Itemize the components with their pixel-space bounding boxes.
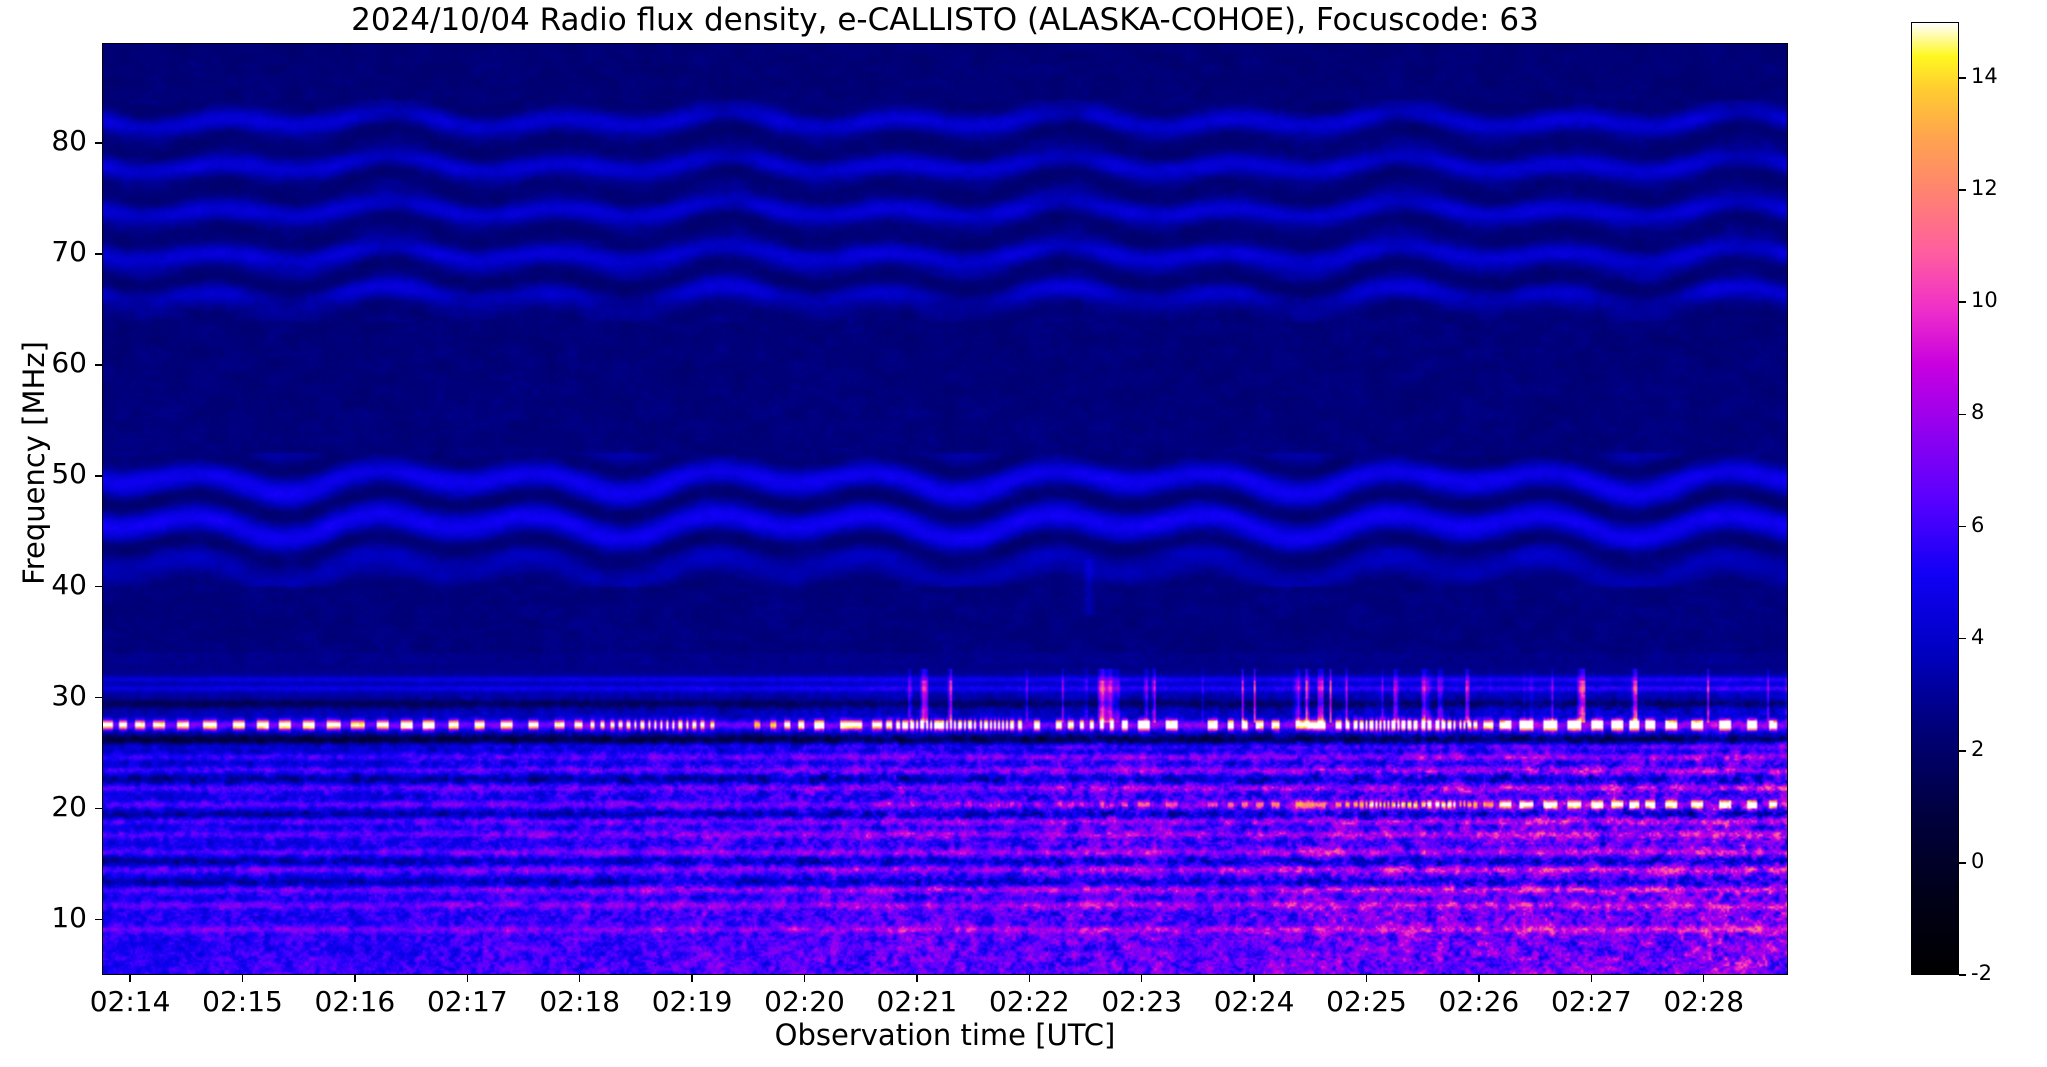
colorbar-gradient (1911, 22, 1959, 975)
x-tick-label: 02:18 (539, 985, 621, 1018)
x-tick-mark (129, 975, 131, 982)
colorbar-tick-mark (1959, 525, 1966, 528)
y-tick-mark (95, 142, 102, 144)
y-tick-label: 20 (51, 789, 87, 823)
colorbar-tick-label: 12 (1971, 176, 1998, 201)
x-tick-label: 02:27 (1550, 985, 1632, 1018)
colorbar-tick-mark (1959, 413, 1966, 416)
x-tick-mark (354, 975, 356, 982)
y-tick-mark (95, 918, 102, 921)
page-title: 2024/10/04 Radio flux density, e-CALLIST… (351, 2, 1539, 38)
x-tick-mark (1028, 975, 1031, 982)
spectrogram-image (103, 44, 1787, 974)
colorbar-tick-mark (1959, 974, 1966, 976)
x-tick-label: 02:24 (1213, 985, 1295, 1018)
x-tick-mark (1478, 975, 1480, 982)
colorbar-tick-mark (1959, 749, 1966, 752)
colorbar-tick-mark (1959, 189, 1966, 191)
x-tick-label: 02:20 (764, 985, 845, 1018)
y-tick-label: 80 (51, 123, 87, 157)
x-tick-mark (803, 975, 806, 982)
colorbar (1911, 22, 1959, 975)
x-tick-mark (1253, 975, 1255, 982)
colorbar-tick-label: 14 (1971, 64, 1998, 89)
x-tick-label: 02:14 (89, 985, 171, 1018)
y-tick-label: 60 (51, 345, 87, 379)
y-tick-mark (95, 696, 102, 699)
x-tick-label: 02:16 (314, 985, 396, 1018)
x-tick-label: 02:15 (202, 985, 283, 1018)
x-tick-mark (466, 975, 469, 982)
x-tick-label: 02:23 (1101, 985, 1183, 1018)
x-tick-label: 02:19 (651, 985, 733, 1018)
colorbar-tick-label: 0 (1971, 848, 1985, 873)
colorbar-tick-mark (1959, 77, 1966, 79)
y-tick-label: 40 (51, 567, 87, 601)
x-tick-mark (1365, 975, 1368, 982)
y-tick-label: 10 (51, 900, 87, 934)
x-tick-label: 02:25 (1326, 985, 1407, 1018)
x-tick-label: 02:26 (1438, 985, 1520, 1018)
x-tick-label: 02:21 (876, 985, 958, 1018)
colorbar-tick-label: 4 (1971, 624, 1985, 649)
colorbar-tick-label: 10 (1971, 288, 1998, 313)
colorbar-tick-mark (1959, 637, 1966, 640)
y-tick-mark (95, 253, 102, 255)
y-tick-label: 70 (51, 234, 87, 268)
x-tick-label: 02:28 (1663, 985, 1745, 1018)
y-tick-label: 50 (51, 456, 87, 490)
spectrogram-plot-area (102, 43, 1788, 975)
y-tick-mark (95, 585, 102, 588)
x-axis-title: Observation time [UTC] (774, 1018, 1116, 1052)
colorbar-tick-label: -2 (1971, 961, 1992, 985)
x-tick-mark (916, 975, 918, 982)
colorbar-tick-mark (1959, 301, 1966, 304)
x-tick-mark (578, 975, 581, 982)
colorbar-tick-label: 2 (1971, 736, 1985, 761)
colorbar-tick-mark (1959, 862, 1966, 864)
x-tick-label: 02:22 (988, 985, 1070, 1018)
x-tick-mark (241, 975, 244, 982)
x-tick-mark (1140, 975, 1143, 982)
x-tick-mark (691, 975, 693, 982)
y-tick-mark (95, 474, 102, 477)
x-tick-mark (1590, 975, 1593, 982)
colorbar-tick-label: 8 (1971, 400, 1985, 425)
y-tick-mark (95, 363, 102, 366)
x-tick-mark (1702, 975, 1705, 982)
x-tick-label: 02:17 (426, 985, 508, 1018)
y-tick-mark (95, 807, 102, 810)
colorbar-tick-label: 6 (1971, 512, 1985, 537)
y-tick-label: 30 (51, 678, 87, 712)
